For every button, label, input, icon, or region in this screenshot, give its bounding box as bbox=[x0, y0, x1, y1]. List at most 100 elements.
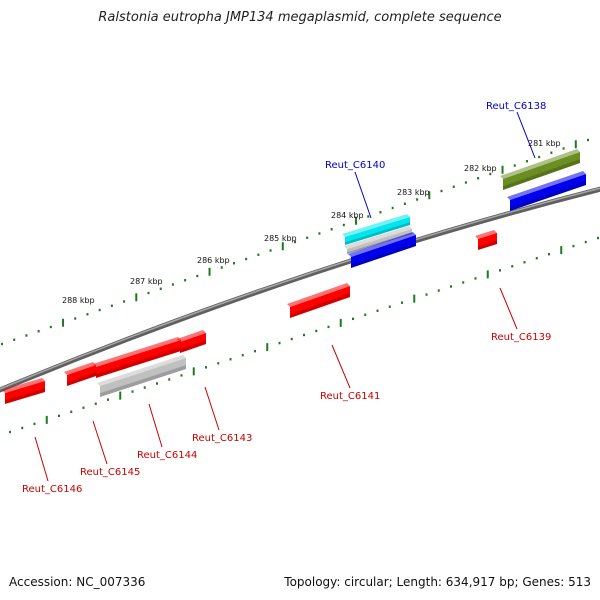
minor-tick bbox=[440, 189, 443, 193]
gene-label-reut-c6145[interactable]: Reut_C6145 bbox=[80, 467, 140, 478]
major-tick bbox=[339, 318, 342, 327]
leader-reut-c6144 bbox=[148, 403, 163, 448]
cds-blue-281k-top bbox=[507, 171, 586, 200]
cds-reut-c6145-top bbox=[64, 362, 96, 375]
minor-tick bbox=[318, 232, 321, 235]
cds-reut-c6139-shade bbox=[478, 240, 497, 250]
cds-reut-c6141[interactable] bbox=[287, 283, 350, 318]
cds-reut-c6143[interactable] bbox=[177, 330, 206, 353]
minor-tick bbox=[477, 177, 480, 180]
cds-reut-c6146-body bbox=[5, 381, 45, 404]
minor-tick bbox=[462, 281, 465, 284]
cds-blue-284k-top bbox=[348, 232, 416, 257]
minor-tick bbox=[143, 386, 146, 389]
cds-reut-c6140[interactable] bbox=[342, 214, 410, 245]
major-tick bbox=[501, 165, 504, 174]
leader-reut-c6146 bbox=[34, 436, 49, 482]
inner-tick-track bbox=[9, 236, 599, 434]
minor-tick bbox=[9, 430, 11, 434]
minor-tick bbox=[123, 300, 126, 303]
cds-reut-c6143-top bbox=[177, 330, 206, 342]
minor-tick bbox=[352, 317, 354, 321]
cds-reut-c6138-shade bbox=[503, 159, 580, 190]
gene-label-reut-c6144[interactable]: Reut_C6144 bbox=[137, 450, 197, 461]
major-tick bbox=[135, 293, 138, 302]
minor-tick bbox=[330, 228, 333, 231]
minor-tick bbox=[269, 249, 272, 252]
scale-label-286: 286 kbp bbox=[197, 256, 230, 265]
minor-tick bbox=[416, 198, 419, 201]
cds-reut-c6144-grey[interactable] bbox=[97, 355, 186, 397]
cds-reut-c6144-top-top bbox=[93, 337, 181, 367]
gene-label-reut-c6140[interactable]: Reut_C6140 bbox=[325, 160, 385, 171]
minor-tick bbox=[70, 410, 73, 413]
cds-reut-c6144-grey-body bbox=[100, 358, 186, 397]
cds-reut-c6146[interactable] bbox=[2, 378, 45, 404]
major-tick bbox=[560, 246, 563, 255]
major-tick bbox=[45, 415, 48, 424]
minor-tick bbox=[367, 215, 370, 218]
minor-tick bbox=[86, 313, 89, 316]
minor-tick bbox=[364, 313, 367, 316]
minor-tick bbox=[499, 269, 501, 272]
gene-label-reut-c6146[interactable]: Reut_C6146 bbox=[22, 484, 82, 495]
scale-label-288: 288 kbp bbox=[62, 296, 95, 305]
minor-tick bbox=[464, 181, 467, 184]
minor-tick bbox=[205, 366, 207, 369]
cds-reut-c6138-top bbox=[500, 149, 580, 179]
minor-tick bbox=[391, 206, 394, 210]
minor-tick bbox=[98, 308, 101, 312]
gene-label-reut-c6143[interactable]: Reut_C6143 bbox=[192, 433, 252, 444]
cds-reut-c6139[interactable] bbox=[475, 230, 497, 250]
minor-tick bbox=[171, 283, 174, 286]
cds-grey-284k-top bbox=[344, 226, 412, 249]
cds-reut-c6146-top bbox=[2, 378, 45, 393]
gene-label-reut-c6141[interactable]: Reut_C6141 bbox=[320, 391, 380, 402]
cds-blue-281k[interactable] bbox=[507, 171, 586, 211]
minor-tick bbox=[254, 349, 256, 353]
cds-reut-c6144-top[interactable] bbox=[93, 337, 181, 378]
major-tick bbox=[281, 242, 284, 251]
map-title: Ralstonia eutropha JMP134 megaplasmid, c… bbox=[98, 10, 502, 25]
cds-grey-284k[interactable] bbox=[344, 226, 412, 254]
minor-tick bbox=[241, 354, 244, 357]
minor-tick bbox=[110, 304, 113, 307]
minor-tick bbox=[290, 337, 293, 341]
major-tick bbox=[355, 216, 358, 225]
scale-label-283: 283 kbp bbox=[397, 188, 430, 197]
cds-grey-284k-body bbox=[347, 229, 412, 254]
cds-reut-c6144-top-shade bbox=[96, 347, 181, 378]
cds-blue-284k[interactable] bbox=[348, 232, 416, 268]
major-tick bbox=[413, 294, 416, 303]
minor-tick bbox=[25, 334, 28, 337]
major-tick bbox=[62, 318, 65, 327]
minor-tick bbox=[452, 185, 455, 188]
minor-tick bbox=[450, 285, 452, 288]
cds-reut-c6140-shade bbox=[345, 222, 410, 245]
leader-reut-c6141 bbox=[331, 344, 351, 389]
cds-reut-c6141-shade bbox=[290, 293, 350, 318]
cds-blue-281k-shade bbox=[510, 181, 586, 211]
minor-tick bbox=[294, 240, 296, 244]
gene-label-reut-c6139[interactable]: Reut_C6139 bbox=[491, 332, 551, 343]
cds-reut-c6146-shade bbox=[5, 388, 45, 404]
minor-tick bbox=[229, 358, 232, 361]
cds-reut-c6140-body bbox=[345, 217, 410, 245]
minor-tick bbox=[107, 398, 109, 401]
minor-tick bbox=[342, 223, 345, 227]
minor-tick bbox=[401, 301, 403, 304]
cds-reut-c6138[interactable] bbox=[500, 149, 580, 190]
sequence-backbone-highlight bbox=[0, 187, 600, 390]
cds-reut-c6139-body bbox=[478, 233, 497, 250]
minor-tick bbox=[425, 293, 428, 296]
cds-reut-c6145[interactable] bbox=[64, 362, 96, 386]
major-tick bbox=[486, 270, 489, 279]
outer-tick-track bbox=[1, 138, 589, 346]
minor-tick bbox=[131, 390, 134, 393]
minor-tick bbox=[245, 257, 248, 261]
scale-label-281: 281 kbp bbox=[528, 139, 561, 148]
leader-reut-c6140 bbox=[354, 171, 372, 219]
major-tick bbox=[192, 367, 195, 376]
gene-label-reut-c6138[interactable]: Reut_C6138 bbox=[486, 101, 546, 112]
minor-tick bbox=[49, 325, 52, 329]
